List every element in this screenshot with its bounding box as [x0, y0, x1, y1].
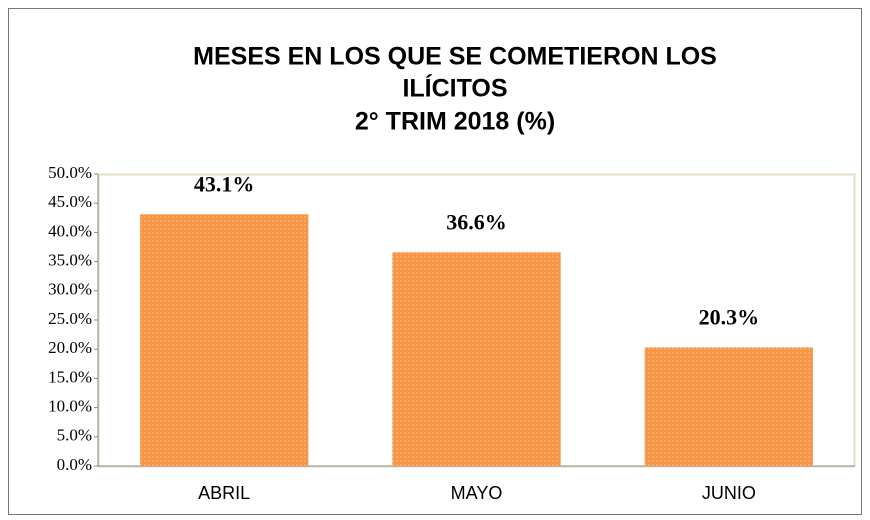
y-tick-label: 20.0% — [48, 338, 92, 357]
y-tick-label: 15.0% — [48, 367, 92, 386]
y-tick-label: 30.0% — [48, 280, 92, 299]
y-tick-label: 0.0% — [57, 455, 92, 474]
bar-texture — [644, 347, 813, 466]
y-tick-label: 35.0% — [48, 251, 92, 270]
bar-texture — [392, 252, 561, 466]
y-tick-label: 5.0% — [57, 426, 92, 445]
value-label: 43.1% — [194, 171, 255, 196]
y-tick-label: 40.0% — [48, 221, 92, 240]
bar-texture — [140, 214, 309, 466]
value-label: 36.6% — [446, 209, 507, 234]
chart-title: MESES EN LOS QUE SE COMETIERON LOS — [193, 43, 717, 71]
x-tick-label: MAYO — [451, 483, 503, 503]
y-tick-label: 45.0% — [48, 192, 92, 211]
chart-title: 2° TRIM 2018 (%) — [355, 108, 555, 136]
x-tick-label: JUNIO — [702, 483, 756, 503]
y-tick-label: 25.0% — [48, 309, 92, 328]
y-tick-label: 10.0% — [48, 397, 92, 416]
value-label: 20.3% — [699, 304, 760, 329]
y-tick-label: 50.0% — [48, 163, 92, 182]
x-tick-label: ABRIL — [198, 483, 250, 503]
chart-title: ILÍCITOS — [402, 74, 507, 103]
